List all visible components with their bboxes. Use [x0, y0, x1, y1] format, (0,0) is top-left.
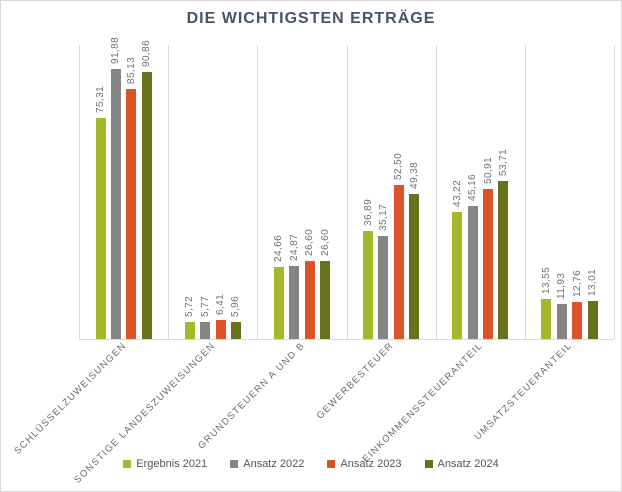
- bar: [452, 212, 463, 339]
- bar-value-label: 12,76: [571, 269, 583, 297]
- gridline: [436, 45, 437, 339]
- legend-swatch: [230, 460, 239, 468]
- bar: [126, 88, 137, 339]
- bar-value-label: 45,16: [467, 174, 479, 202]
- gridline: [257, 45, 258, 339]
- bar: [541, 299, 552, 339]
- legend-swatch: [123, 460, 132, 468]
- bar-value-label: 5,96: [230, 295, 242, 317]
- legend-swatch: [327, 460, 336, 468]
- bar-value-label: 13,01: [587, 268, 599, 296]
- bar: [273, 266, 284, 339]
- bar: [378, 235, 389, 339]
- bar-value-label: 90,86: [141, 39, 153, 67]
- bar-value-label: 24,66: [273, 234, 285, 262]
- bar: [556, 303, 567, 339]
- legend-swatch: [424, 460, 433, 468]
- bar-value-label: 13,55: [540, 267, 552, 295]
- bar: [289, 265, 300, 339]
- x-axis-line: [79, 339, 614, 340]
- bar-value-label: 43,22: [451, 179, 463, 207]
- legend-item: Ergebnis 2021: [123, 458, 207, 470]
- bar: [483, 189, 493, 339]
- bar: [304, 260, 315, 339]
- bar: [498, 181, 509, 339]
- bar-value-label: 24,87: [288, 233, 300, 261]
- bar: [409, 193, 420, 339]
- bar-value-label: 36,89: [362, 198, 374, 226]
- bar-value-label: 50,91: [482, 157, 494, 185]
- bar-value-label: 91,88: [110, 36, 122, 64]
- legend-item: Ansatz 2022: [230, 458, 304, 470]
- bar: [393, 184, 404, 339]
- bar: [141, 72, 152, 339]
- bar: [200, 322, 211, 339]
- legend-label: Ansatz 2023: [340, 458, 402, 470]
- legend-label: Ansatz 2022: [243, 458, 305, 470]
- bar: [95, 117, 106, 339]
- bar-value-label: 11,93: [556, 272, 568, 299]
- legend-label: Ergebnis 2021: [136, 458, 208, 470]
- category-label: GEWERBESTEUER: [314, 340, 397, 422]
- bar: [467, 206, 478, 339]
- bar-value-label: 75,31: [95, 85, 106, 113]
- legend-item: Ansatz 2023: [327, 458, 402, 470]
- bar-value-label: 5,77: [199, 295, 211, 317]
- bar: [184, 322, 195, 339]
- gridline: [525, 45, 526, 339]
- bar-value-label: 26,60: [319, 228, 331, 256]
- bar-value-label: 35,17: [377, 203, 389, 231]
- bar-value-label: 53,71: [497, 149, 509, 177]
- chart-title: DIE WICHTIGSTEN ERTRÄGE: [186, 10, 436, 27]
- bar-value-label: 85,13: [125, 56, 137, 84]
- bar-value-label: 49,38: [408, 161, 420, 189]
- legend-item: Ansatz 2024: [424, 458, 499, 470]
- bar: [110, 69, 121, 339]
- bar-value-label: 26,60: [304, 228, 316, 256]
- gridline: [168, 45, 169, 339]
- bar-value-label: 5,72: [184, 296, 196, 318]
- bar: [363, 230, 373, 339]
- bar: [572, 301, 583, 339]
- legend-label: Ansatz 2024: [437, 458, 499, 470]
- bar: [320, 260, 330, 339]
- bar-value-label: 52,50: [393, 152, 405, 180]
- category-label: GRUNDSTEUERN A UND B: [195, 340, 307, 452]
- bar: [215, 320, 226, 339]
- bar-value-label: 6,41: [215, 294, 226, 316]
- legend: Ergebnis 2021 Ansatz 2022 Ansatz 2023 Ansat…: [1, 458, 621, 470]
- gridline: [614, 45, 615, 339]
- gridline: [79, 45, 80, 339]
- category-label: UMSATZSTEUERANTEIL: [472, 340, 575, 443]
- bar: [587, 300, 598, 339]
- bar: [230, 321, 241, 339]
- gridline: [347, 45, 348, 339]
